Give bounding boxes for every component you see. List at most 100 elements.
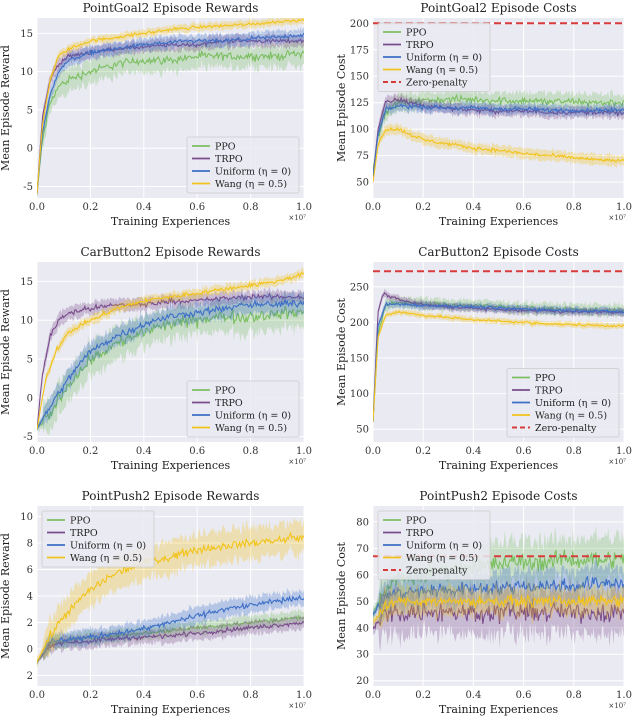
- legend-label: PPO: [406, 28, 427, 39]
- x-multiplier: ×10⁷: [288, 214, 306, 222]
- x-tick-label: 0.2: [82, 690, 98, 701]
- legend-label: Wang (η = 0.5): [406, 553, 478, 564]
- y-tick-label: 5: [27, 354, 33, 365]
- legend-label: Wang (η = 0.5): [215, 179, 287, 190]
- chart-title: CarButton2 Episode Rewards: [80, 245, 260, 259]
- chart-title: CarButton2 Episode Costs: [418, 245, 578, 259]
- x-tick-label: 0.8: [243, 690, 259, 701]
- series-band-trpo: [373, 288, 624, 424]
- x-tick-label: 0.8: [566, 446, 582, 457]
- y-tick-label: 80: [356, 517, 369, 528]
- legend-box: [377, 22, 491, 92]
- x-tick-label: 0.2: [82, 446, 98, 457]
- y-tick-label: 4: [27, 592, 33, 603]
- chart-1: 0.0 0.2 0.4 0.6 0.8 1.0 -5 0 5 10 15 PointGoal2 Epi…: [0, 1, 312, 228]
- series-layer: [373, 270, 624, 424]
- x-tick-label: 0.0: [29, 446, 45, 457]
- y-tick-label: 30: [356, 650, 369, 661]
- y-tick-label: 6: [27, 565, 33, 576]
- series-line-trpo: [373, 598, 624, 630]
- series-band-uniform: [37, 289, 304, 432]
- y-tick-label: 0: [27, 144, 33, 155]
- y-tick-label: 15: [20, 277, 33, 288]
- legend-label: Uniform (η = 0): [406, 541, 482, 552]
- x-tick-label: 0.2: [82, 202, 98, 213]
- y-tick-label: 40: [356, 623, 369, 634]
- legend-label: PPO: [70, 516, 91, 527]
- y-tick-label: 125: [350, 98, 369, 109]
- x-axis-label: Training Experiences: [439, 459, 559, 472]
- y-tick-label: 2: [27, 618, 33, 629]
- legend-label: Uniform (η = 0): [406, 53, 482, 64]
- legend-label: TRPO: [406, 40, 434, 51]
- series-band-ppo: [37, 290, 304, 436]
- series-line-uniform: [37, 298, 304, 430]
- y-tick-label: 50: [356, 425, 369, 436]
- legend-label: Wang (η = 0.5): [70, 553, 142, 564]
- x-axis-label: Training Experiences: [111, 215, 231, 228]
- x-tick-label: 0.0: [29, 202, 45, 213]
- y-tick-label: 10: [20, 316, 33, 327]
- series-line-uniform: [37, 32, 304, 195]
- y-tick-label: 200: [350, 318, 369, 329]
- y-tick-label: 150: [350, 72, 369, 83]
- y-tick-label: 50: [356, 597, 369, 608]
- y-tick-label: 0: [27, 644, 33, 655]
- y-tick-label: 50: [356, 178, 369, 189]
- y-tick-label: 250: [350, 282, 369, 293]
- y-tick-label: 10: [20, 512, 33, 523]
- legend-label: Uniform (η = 0): [535, 398, 611, 409]
- x-tick-label: 0.6: [189, 202, 205, 213]
- x-tick-label: 0.0: [29, 690, 45, 701]
- x-tick-label: 0.4: [465, 446, 481, 457]
- legend-label: Zero-penalty: [406, 78, 468, 89]
- x-tick-label: 0.8: [243, 446, 259, 457]
- y-axis-label: Mean Episode Reward: [0, 289, 12, 415]
- x-tick-label: 0.8: [243, 202, 259, 213]
- legend-label: PPO: [215, 142, 236, 153]
- x-multiplier: ×10⁷: [608, 214, 626, 222]
- y-axis-label: Mean Episode Cost: [335, 53, 348, 162]
- y-tick-label: 100: [350, 125, 369, 136]
- y-axis-label: Mean Episode Reward: [0, 533, 12, 659]
- x-tick-label: 0.8: [566, 202, 582, 213]
- y-axis-label: Mean Episode Reward: [0, 45, 12, 171]
- legend-label: TRPO: [406, 528, 434, 539]
- x-tick-label: 1.0: [616, 446, 632, 457]
- series-line-ppo: [37, 49, 304, 195]
- chart-title: PointGoal2 Episode Rewards: [83, 1, 259, 15]
- series-line-trpo: [37, 620, 304, 663]
- y-tick-label: 175: [350, 45, 369, 56]
- x-multiplier: ×10⁷: [608, 702, 626, 710]
- y-axis-label: Mean Episode Cost: [335, 541, 348, 650]
- legend-box: [186, 380, 300, 438]
- legend-label: TRPO: [70, 528, 98, 539]
- x-tick-label: 1.0: [296, 446, 312, 457]
- y-tick-label: 70: [356, 544, 369, 555]
- y-tick-label: 5: [27, 105, 33, 116]
- chart-5: 0.0 0.2 0.4 0.6 0.8 1.0 2 0 2 4 6 8 10 PointPush2 Epi…: [0, 489, 312, 716]
- x-multiplier: ×10⁷: [288, 458, 306, 466]
- x-multiplier: ×10⁷: [288, 702, 306, 710]
- x-tick-label: 0.6: [516, 446, 532, 457]
- x-tick-label: 0.6: [189, 446, 205, 457]
- legend-box: [41, 510, 155, 568]
- y-tick-label: 10: [20, 67, 33, 78]
- y-tick-label: 60: [356, 570, 369, 581]
- legend-label: Wang (η = 0.5): [215, 423, 287, 434]
- y-tick-label: 15: [20, 29, 33, 40]
- x-tick-label: 1.0: [616, 690, 632, 701]
- legend-box: [377, 510, 491, 580]
- series-layer: [37, 266, 304, 436]
- legend-label: Uniform (η = 0): [215, 411, 291, 422]
- series-line-wang: [37, 531, 304, 663]
- x-tick-label: 0.2: [415, 202, 431, 213]
- x-tick-label: 0.4: [136, 690, 152, 701]
- chart-6: 0.0 0.2 0.4 0.6 0.8 1.0 20 30 40 50 60 70 80 PointPus…: [335, 489, 632, 716]
